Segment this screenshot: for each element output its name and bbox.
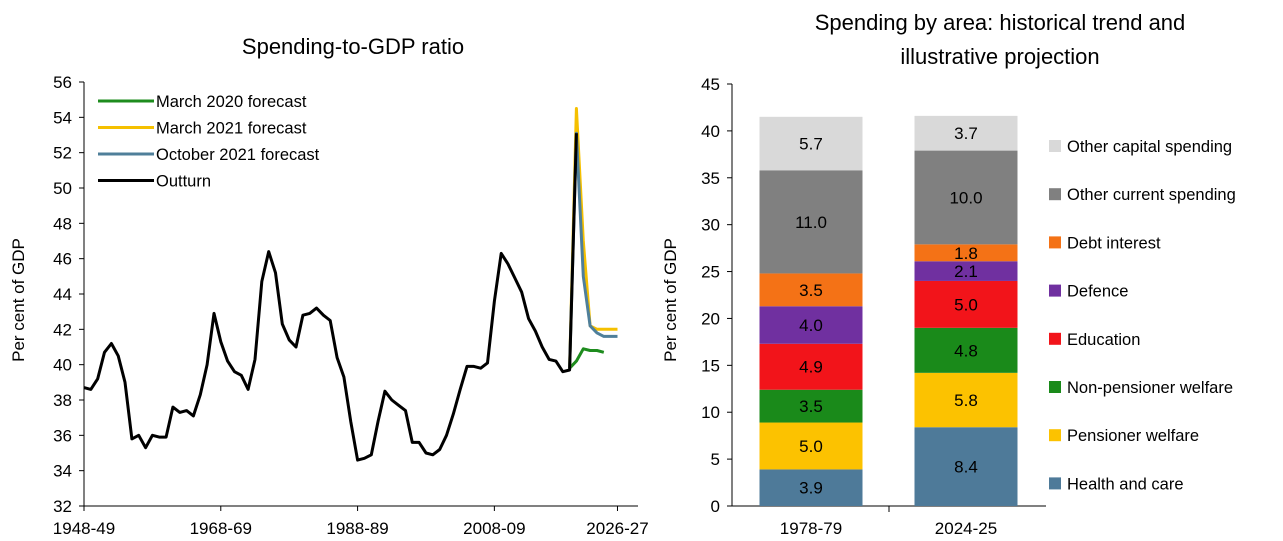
bar-segment-non-pensioner-welfare-1978-79 <box>759 389 863 423</box>
legend-label-march-2021-forecast: March 2021 forecast <box>156 120 307 138</box>
bar-segment-pensioner-welfare-2024-25 <box>914 372 1018 428</box>
legend-label-outturn: Outturn <box>156 173 211 191</box>
legend-swatch-pensioner-welfare <box>1049 429 1061 442</box>
left-y-tick-label: 52 <box>53 144 72 163</box>
right-y-tick-label: 35 <box>701 169 720 188</box>
data-label-other-current-spending-2024-25: 10.0 <box>949 188 982 207</box>
left-y-tick-label: 38 <box>53 391 72 410</box>
left-chart-title: Spending-to-GDP ratio <box>242 34 464 59</box>
data-label-pensioner-welfare-2024-25: 5.8 <box>954 391 978 410</box>
left-x-tick-label: 1988-89 <box>326 519 388 538</box>
bar-segment-debt-interest-2024-25 <box>914 244 1018 262</box>
right-chart-title-line-1: Spending by area: historical trend and <box>815 10 1186 35</box>
data-label-other-capital-spending-1978-79: 5.7 <box>799 135 823 154</box>
right-x-tick-label: 1978-79 <box>780 519 842 538</box>
left-y-tick-label: 50 <box>53 179 72 198</box>
data-label-health-and-care-1978-79: 3.9 <box>799 479 823 498</box>
legend-label-pensioner-welfare: Pensioner welfare <box>1067 427 1199 445</box>
bar-segment-defence-2024-25 <box>914 261 1018 281</box>
bar-segment-education-2024-25 <box>914 280 1018 328</box>
legend-label-defence: Defence <box>1067 283 1128 301</box>
bar-segment-education-1978-79 <box>759 343 863 390</box>
data-label-non-pensioner-welfare-2024-25: 4.8 <box>954 341 978 360</box>
left-y-axis: 32 34 36 38 40 42 44 46 48 50 52 54 56 1948-49 1968-69… <box>53 73 649 538</box>
bar-segment-other-capital-spending-1978-79 <box>759 116 863 171</box>
left-series-lines <box>83 107 618 462</box>
bar-segment-other-current-spending-1978-79 <box>759 170 863 274</box>
right-y-tick-label: 15 <box>701 356 720 375</box>
legend-label-education: Education <box>1067 331 1140 349</box>
bar-segment-pensioner-welfare-1978-79 <box>759 422 863 470</box>
right-y-tick-label: 30 <box>701 216 720 235</box>
bar-segment-non-pensioner-welfare-2024-25 <box>914 327 1018 373</box>
right-y-tick-label: 5 <box>711 450 720 469</box>
left-y-tick-label: 48 <box>53 214 72 233</box>
legend-swatch-other-current-spending <box>1049 188 1061 201</box>
legend-label-march-2020-forecast: March 2020 forecast <box>156 93 307 111</box>
right-y-tick-label: 0 <box>711 497 720 516</box>
data-label-health-and-care-2024-25: 8.4 <box>954 458 978 477</box>
legend-label-october-2021-forecast: October 2021 forecast <box>156 146 320 164</box>
legend-label-other-current-spending: Other current spending <box>1067 186 1236 204</box>
left-x-tick-label: 1968-69 <box>190 519 252 538</box>
left-x-tick-label: 1948-49 <box>53 519 115 538</box>
right-y-tick-label: 20 <box>701 309 720 328</box>
left-x-tick-label: 2008-09 <box>463 519 525 538</box>
bar-segment-health-and-care-2024-25 <box>914 427 1018 506</box>
data-label-other-current-spending-1978-79: 11.0 <box>795 213 827 232</box>
right-y-tick-label: 25 <box>701 263 720 282</box>
left-y-axis-label: Per cent of GDP <box>9 238 28 362</box>
left-y-tick-label: 46 <box>53 250 72 269</box>
right-y-tick-label: 45 <box>701 75 720 94</box>
left-y-tick-label: 56 <box>53 73 72 92</box>
left-legend: March 2020 forecast March 2021 forecast Oc… <box>98 93 320 191</box>
series-line-outturn <box>83 133 578 462</box>
legend-label-other-capital-spending: Other capital spending <box>1067 138 1232 156</box>
data-label-other-capital-spending-2024-25: 3.7 <box>954 124 978 143</box>
data-label-education-1978-79: 4.9 <box>799 358 823 377</box>
data-label-education-2024-25: 5.0 <box>954 295 978 314</box>
legend-label-health-and-care: Health and care <box>1067 475 1184 493</box>
series-line-october-2021-forecast <box>568 131 618 369</box>
data-label-defence-1978-79: 4.0 <box>799 316 823 335</box>
data-label-defence-2024-25: 2.1 <box>954 262 978 281</box>
legend-label-non-pensioner-welfare: Non-pensioner welfare <box>1067 379 1233 397</box>
data-label-debt-interest-2024-25: 1.8 <box>954 244 978 263</box>
spending-to-gdp-chart: Spending-to-GDP ratio Per cent of GDP 32… <box>9 34 649 538</box>
right-chart-title-line-2: illustrative projection <box>900 44 1099 69</box>
data-label-debt-interest-1978-79: 3.5 <box>799 281 823 300</box>
left-y-tick-label: 34 <box>53 462 72 481</box>
bar-segment-other-current-spending-2024-25 <box>914 150 1018 245</box>
left-y-tick-label: 40 <box>53 356 72 375</box>
left-y-tick-label: 32 <box>53 497 72 516</box>
left-x-tick-label: 2026-27 <box>586 519 648 538</box>
right-legend: Other capital spending Other current spen… <box>1049 138 1236 493</box>
legend-swatch-non-pensioner-welfare <box>1049 381 1061 393</box>
legend-swatch-defence <box>1049 284 1061 297</box>
bar-segment-other-capital-spending-2024-25 <box>914 115 1018 151</box>
bar-segment-health-and-care-1978-79 <box>759 469 863 506</box>
right-y-tick-label: 10 <box>701 403 720 422</box>
data-label-non-pensioner-welfare-1978-79: 3.5 <box>799 397 823 416</box>
bar-segment-debt-interest-1978-79 <box>759 273 863 307</box>
left-y-tick-label: 44 <box>53 285 72 304</box>
legend-label-debt-interest: Debt interest <box>1067 234 1161 252</box>
left-y-tick-label: 36 <box>53 426 72 445</box>
legend-swatch-debt-interest <box>1049 236 1061 249</box>
left-y-tick-label: 42 <box>53 320 72 339</box>
series-line-march-2020-forecast <box>568 347 605 370</box>
right-y-axis-label: Per cent of GDP <box>661 238 680 362</box>
data-label-pensioner-welfare-1978-79: 5.0 <box>799 437 823 456</box>
right-y-tick-label: 40 <box>701 122 720 141</box>
legend-swatch-education <box>1049 332 1061 345</box>
legend-swatch-health-and-care <box>1049 477 1061 490</box>
bar-segment-defence-1978-79 <box>759 306 863 344</box>
right-stacked-bars: 3.9 5.0 3.5 4.9 4.0 3.5 11.0 5.7 1978-79 8.4 5.8 4.… <box>759 115 1018 538</box>
right-x-tick-label: 2024-25 <box>935 519 997 538</box>
left-y-tick-label: 54 <box>53 108 72 127</box>
legend-swatch-other-capital-spending <box>1049 140 1061 152</box>
